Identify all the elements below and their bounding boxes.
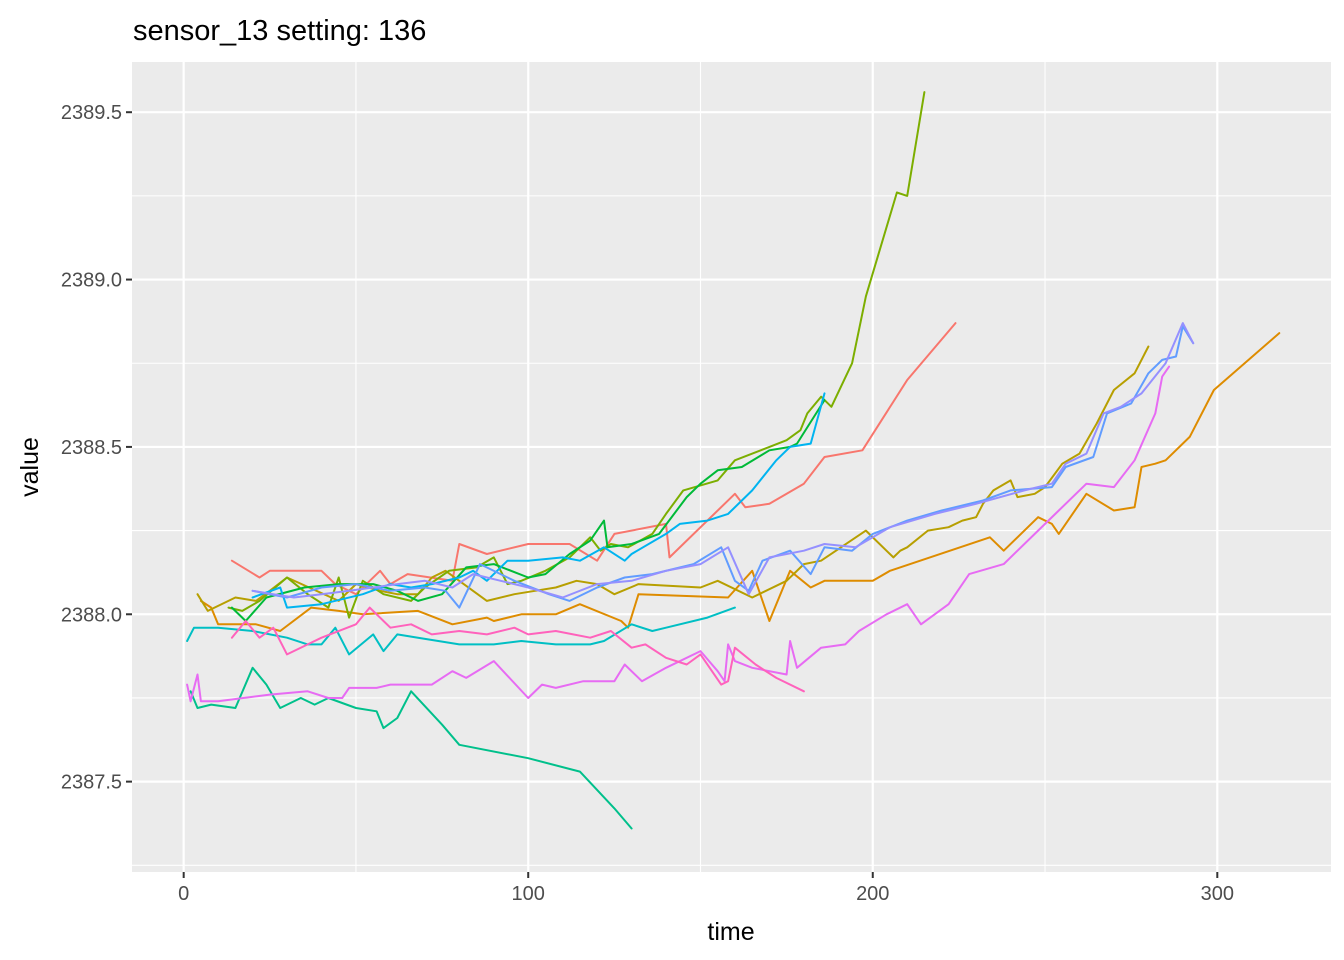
- series-line-6: [189, 666, 633, 830]
- series-line-7: [186, 606, 736, 656]
- y-tick-label: 2389.0: [61, 270, 122, 292]
- series-line-8: [251, 392, 826, 609]
- chart-title: sensor_13 setting: 136: [133, 15, 426, 47]
- x-axis-title: time: [707, 918, 754, 946]
- y-axis-title: value: [16, 437, 44, 497]
- y-tick-label: 2388.5: [61, 437, 122, 459]
- y-tick-label: 2388.0: [61, 604, 122, 626]
- y-tick-label: 2389.5: [61, 102, 122, 124]
- x-tick-label: 0: [178, 883, 189, 905]
- x-tick-label: 100: [512, 883, 545, 905]
- series-line-9: [251, 325, 1195, 609]
- x-tick-label: 200: [856, 883, 889, 905]
- axes: 0 100 200 300 2387.5 2388.0 2388.5 2389.0 2389.5: [61, 102, 1234, 905]
- series-line-12: [230, 606, 805, 693]
- series-line-10: [251, 322, 1195, 599]
- plot-panel: [132, 62, 1331, 872]
- x-tick-label: 300: [1201, 883, 1234, 905]
- series-lines: [186, 91, 1281, 830]
- y-tick-label: 2387.5: [61, 772, 122, 794]
- series-line-11: [186, 365, 1171, 703]
- grid-lines: [132, 62, 1331, 872]
